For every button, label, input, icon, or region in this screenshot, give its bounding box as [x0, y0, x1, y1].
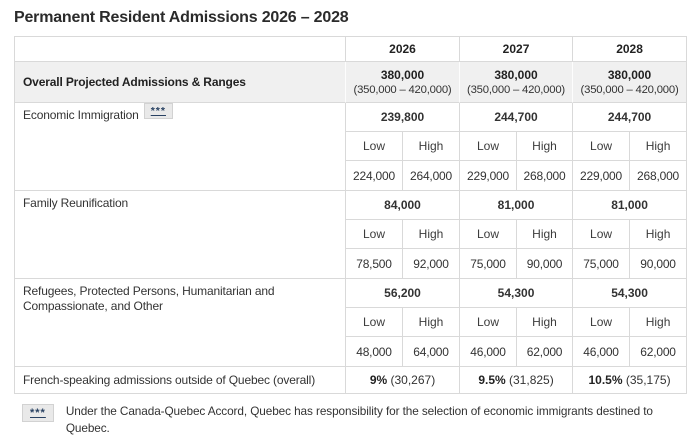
- refugees-range-values-row: 48,000 64,000 46,000 62,000 46,000 62,00…: [15, 337, 688, 367]
- high-header: High: [403, 132, 461, 161]
- low-value-2028: 75,000: [573, 249, 631, 279]
- french-value-2028: 10.5% (35,175): [573, 367, 688, 394]
- high-value-2027: 268,000: [517, 161, 574, 191]
- low-value-2028: 46,000: [573, 337, 631, 367]
- total-cell-2027: 244,700: [460, 103, 574, 132]
- page-title: Permanent Resident Admissions 2026 – 202…: [14, 9, 349, 26]
- french-label: French-speaking admissions outside of Qu…: [15, 367, 346, 394]
- refugees-lowhigh-header-row: Low High Low High Low High: [15, 308, 688, 337]
- year-header-2028: 2028: [573, 37, 688, 62]
- economic-range-values-row: 224,000 264,000 229,000 268,000 229,000 …: [15, 161, 688, 191]
- economic-lowhigh-header-row: Low High Low High Low High: [15, 132, 688, 161]
- footnote-link-asterisks[interactable]: ***: [143, 103, 173, 119]
- total-cell-2026: 84,000: [346, 191, 461, 220]
- low-value-2026: 48,000: [346, 337, 403, 367]
- corner-empty-cell: [15, 37, 346, 62]
- total-cell-2027: 54,300: [460, 279, 574, 308]
- high-header: High: [403, 220, 461, 249]
- french-count: (31,825): [509, 373, 554, 387]
- total-cell-2027: 81,000: [460, 191, 574, 220]
- low-header: Low: [573, 132, 631, 161]
- high-header: High: [403, 308, 461, 337]
- footnote: *** Under the Canada-Quebec Accord, Queb…: [22, 403, 682, 436]
- total-cell-2026: 56,200: [346, 279, 461, 308]
- high-header: High: [630, 132, 688, 161]
- high-value-2026: 92,000: [403, 249, 461, 279]
- french-admissions-row: French-speaking admissions outside of Qu…: [15, 367, 688, 394]
- high-value-2027: 62,000: [517, 337, 574, 367]
- low-value-2027: 75,000: [460, 249, 518, 279]
- french-count: (30,267): [390, 373, 436, 387]
- overall-range: (350,000 – 420,000): [467, 84, 565, 96]
- french-percent: 10.5%: [588, 373, 623, 387]
- low-header: Low: [346, 220, 403, 249]
- overall-admissions-row: Overall Projected Admissions & Ranges 38…: [15, 62, 688, 103]
- high-value-2028: 90,000: [630, 249, 688, 279]
- family-range-values-row: 78,500 92,000 75,000 90,000 75,000 90,00…: [15, 249, 688, 279]
- overall-value-2026: 380,000 (350,000 – 420,000): [346, 62, 461, 103]
- low-value-2028: 229,000: [573, 161, 631, 191]
- footnote-text: Under the Canada-Quebec Accord, Quebec h…: [65, 404, 653, 435]
- family-lowhigh-header-row: Low High Low High Low High: [15, 220, 688, 249]
- overall-value-2028: 380,000 (350,000 – 420,000): [573, 62, 688, 103]
- total-cell-2028: 244,700: [573, 103, 688, 132]
- high-header: High: [517, 220, 574, 249]
- low-header: Low: [346, 132, 403, 161]
- high-value-2028: 268,000: [630, 161, 688, 191]
- high-header: High: [630, 220, 688, 249]
- overall-total: 380,000: [607, 68, 652, 82]
- low-header: Low: [573, 220, 631, 249]
- high-header: High: [517, 308, 574, 337]
- french-percent: 9%: [369, 373, 388, 387]
- year-header-2026: 2026: [346, 37, 461, 62]
- low-value-2027: 46,000: [460, 337, 518, 367]
- overall-label: Overall Projected Admissions & Ranges: [15, 62, 346, 103]
- french-value-2026: 9% (30,267): [346, 367, 461, 394]
- french-value-2027: 9.5% (31,825): [460, 367, 574, 394]
- category-label-refugees: Refugees, Protected Persons, Humanitaria…: [15, 279, 346, 367]
- french-percent: 9.5%: [478, 373, 506, 387]
- economic-totals-row: Economic Immigration *** 239,800 244,700 …: [15, 103, 688, 191]
- high-header: High: [517, 132, 574, 161]
- high-value-2028: 62,000: [630, 337, 688, 367]
- low-header: Low: [460, 220, 518, 249]
- low-header: Low: [460, 308, 518, 337]
- category-label-economic: Economic Immigration ***: [15, 103, 346, 191]
- overall-value-2027: 380,000 (350,000 – 420,000): [460, 62, 574, 103]
- high-value-2026: 64,000: [403, 337, 461, 367]
- low-header: Low: [460, 132, 518, 161]
- overall-range: (350,000 – 420,000): [353, 84, 452, 96]
- high-value-2027: 90,000: [517, 249, 574, 279]
- high-value-2026: 264,000: [403, 161, 461, 191]
- total-cell-2026: 239,800: [346, 103, 461, 132]
- high-header: High: [630, 308, 688, 337]
- low-header: Low: [346, 308, 403, 337]
- low-value-2027: 229,000: [460, 161, 518, 191]
- year-header-2027: 2027: [460, 37, 574, 62]
- category-label-text: Economic Immigration: [23, 108, 139, 122]
- family-totals-row: Family Reunification 84,000 81,000 81,00…: [15, 191, 688, 279]
- total-cell-2028: 54,300: [573, 279, 688, 308]
- french-count: (35,175): [625, 373, 671, 387]
- overall-range: (350,000 – 420,000): [580, 84, 679, 96]
- overall-total: 380,000: [494, 68, 538, 82]
- low-value-2026: 78,500: [346, 249, 403, 279]
- low-header: Low: [573, 308, 631, 337]
- total-cell-2028: 81,000: [573, 191, 688, 220]
- refugees-totals-row: Refugees, Protected Persons, Humanitaria…: [15, 279, 688, 367]
- overall-total: 380,000: [380, 68, 425, 82]
- year-header-row: 2026 2027 2028: [15, 37, 688, 62]
- category-label-family: Family Reunification: [15, 191, 346, 279]
- low-value-2026: 224,000: [346, 161, 403, 191]
- admissions-table: 2026 2027 2028 Overall Projected Admissi…: [14, 36, 688, 394]
